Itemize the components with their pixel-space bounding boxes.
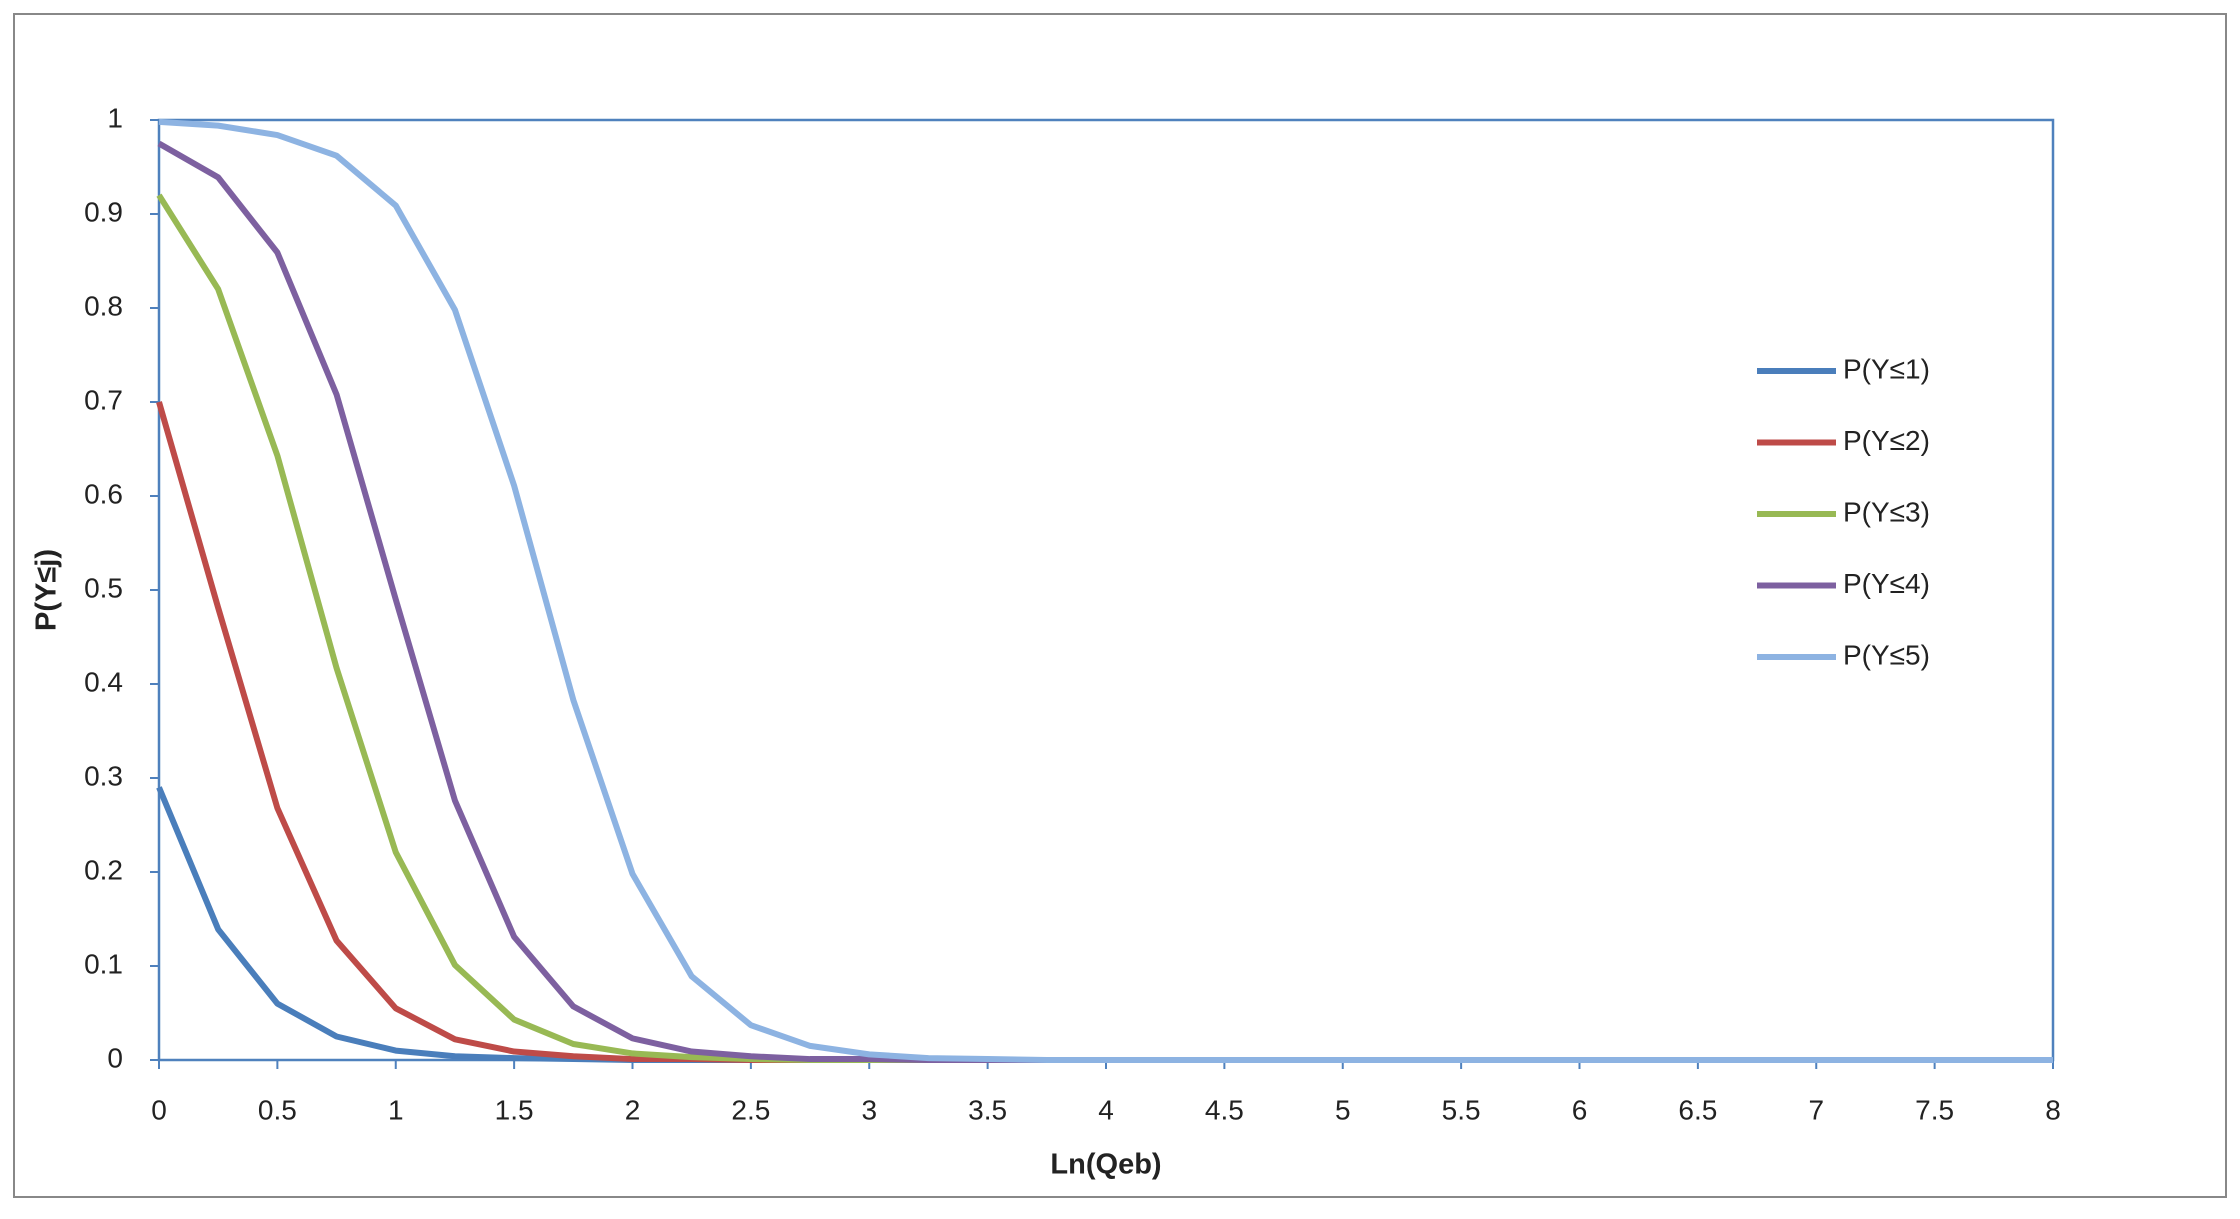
y-tick-label: 0.9 (84, 196, 123, 227)
x-tick-label: 6.5 (1678, 1094, 1717, 1125)
legend-label: P(Y≤2) (1843, 425, 1930, 456)
x-tick-label: 3 (861, 1094, 877, 1125)
x-tick-label: 8 (2045, 1094, 2061, 1125)
x-tick-label: 5.5 (1442, 1094, 1481, 1125)
x-tick-label: 1 (388, 1094, 404, 1125)
y-tick-label: 0.3 (84, 760, 123, 791)
legend-label: P(Y≤3) (1843, 496, 1930, 527)
x-tick-label: 0 (151, 1094, 167, 1125)
x-tick-label: 4 (1098, 1094, 1114, 1125)
legend-label: P(Y≤1) (1843, 353, 1930, 384)
x-tick-label: 3.5 (968, 1094, 1007, 1125)
x-tick-label: 7 (1808, 1094, 1824, 1125)
y-tick-label: 0.4 (84, 666, 123, 697)
y-tick-label: 0.7 (84, 384, 123, 415)
series-line (158, 118, 2053, 1063)
x-tick-label: 1.5 (495, 1094, 534, 1125)
y-tick-label: 0.6 (84, 478, 123, 509)
legend-label: P(Y≤4) (1843, 568, 1930, 599)
x-tick-label: 7.5 (1915, 1094, 1954, 1125)
chart-border (13, 13, 2227, 1198)
y-tick-label: 1 (107, 102, 123, 133)
legend-label: P(Y≤5) (1843, 639, 1930, 670)
x-tick-label: 5 (1335, 1094, 1351, 1125)
x-tick-label: 2.5 (731, 1094, 770, 1125)
x-tick-label: 2 (625, 1094, 641, 1125)
y-axis-title: P(Y≤j) (31, 549, 63, 631)
y-tick-label: 0.8 (84, 290, 123, 321)
x-tick-label: 4.5 (1205, 1094, 1244, 1125)
x-tick-label: 0.5 (258, 1094, 297, 1125)
y-tick-label: 0.1 (84, 948, 123, 979)
x-axis-title: Ln(Qeb) (1050, 1149, 1161, 1181)
y-tick-label: 0.2 (84, 854, 123, 885)
y-tick-label: 0.5 (84, 572, 123, 603)
y-tick-label: 0 (107, 1042, 123, 1073)
x-tick-label: 6 (1572, 1094, 1588, 1125)
